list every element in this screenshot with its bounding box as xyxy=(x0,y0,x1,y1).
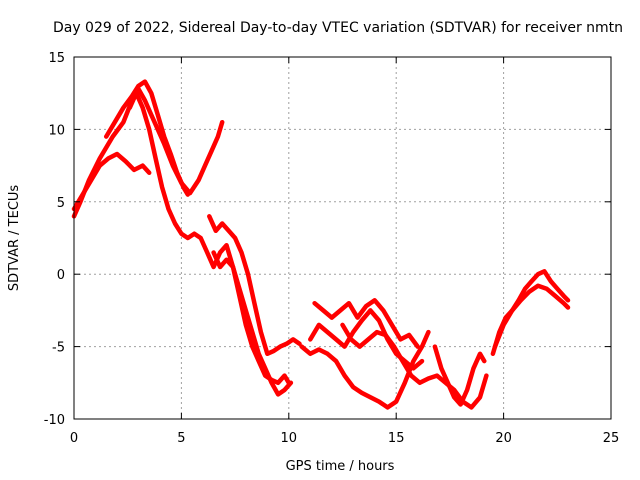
chart-title: Day 029 of 2022, Sidereal Day-to-day VTE… xyxy=(53,20,623,36)
series-arc-1 xyxy=(71,86,225,219)
y-axis-label: SDTVAR / TECUs xyxy=(7,185,22,292)
y-tick-label: -5 xyxy=(52,341,65,356)
series-arc-13 xyxy=(492,283,571,349)
x-tick-label: 25 xyxy=(603,431,620,446)
x-tick-label: 15 xyxy=(388,431,405,446)
x-axis-label: GPS time / hours xyxy=(286,459,395,474)
x-tick-label: 10 xyxy=(281,431,298,446)
series-arc-5 xyxy=(207,214,302,357)
y-tick-label: 15 xyxy=(48,51,65,66)
series-arc-11 xyxy=(432,344,487,407)
grid xyxy=(74,57,611,419)
plot-frame xyxy=(73,56,612,420)
x-tick-label: 5 xyxy=(177,431,185,446)
data-series xyxy=(71,79,571,410)
series-arc-2 xyxy=(71,151,152,212)
y-tick-label: 5 xyxy=(57,196,65,211)
series-arc-9 xyxy=(312,298,420,349)
x-tick-label: 0 xyxy=(70,431,78,446)
series-arc-6 xyxy=(211,250,294,397)
series-arc-4 xyxy=(127,90,292,386)
axis-ticks: 0 5 10 15 20 25 -10 -5 0 5 10 15 xyxy=(44,51,620,446)
y-tick-label: 0 xyxy=(57,268,65,283)
y-tick-label: 10 xyxy=(48,123,65,138)
series-arc-3 xyxy=(103,79,191,197)
series-arc-10 xyxy=(340,322,489,410)
y-tick-label: -10 xyxy=(44,413,65,428)
x-tick-label: 20 xyxy=(495,431,512,446)
